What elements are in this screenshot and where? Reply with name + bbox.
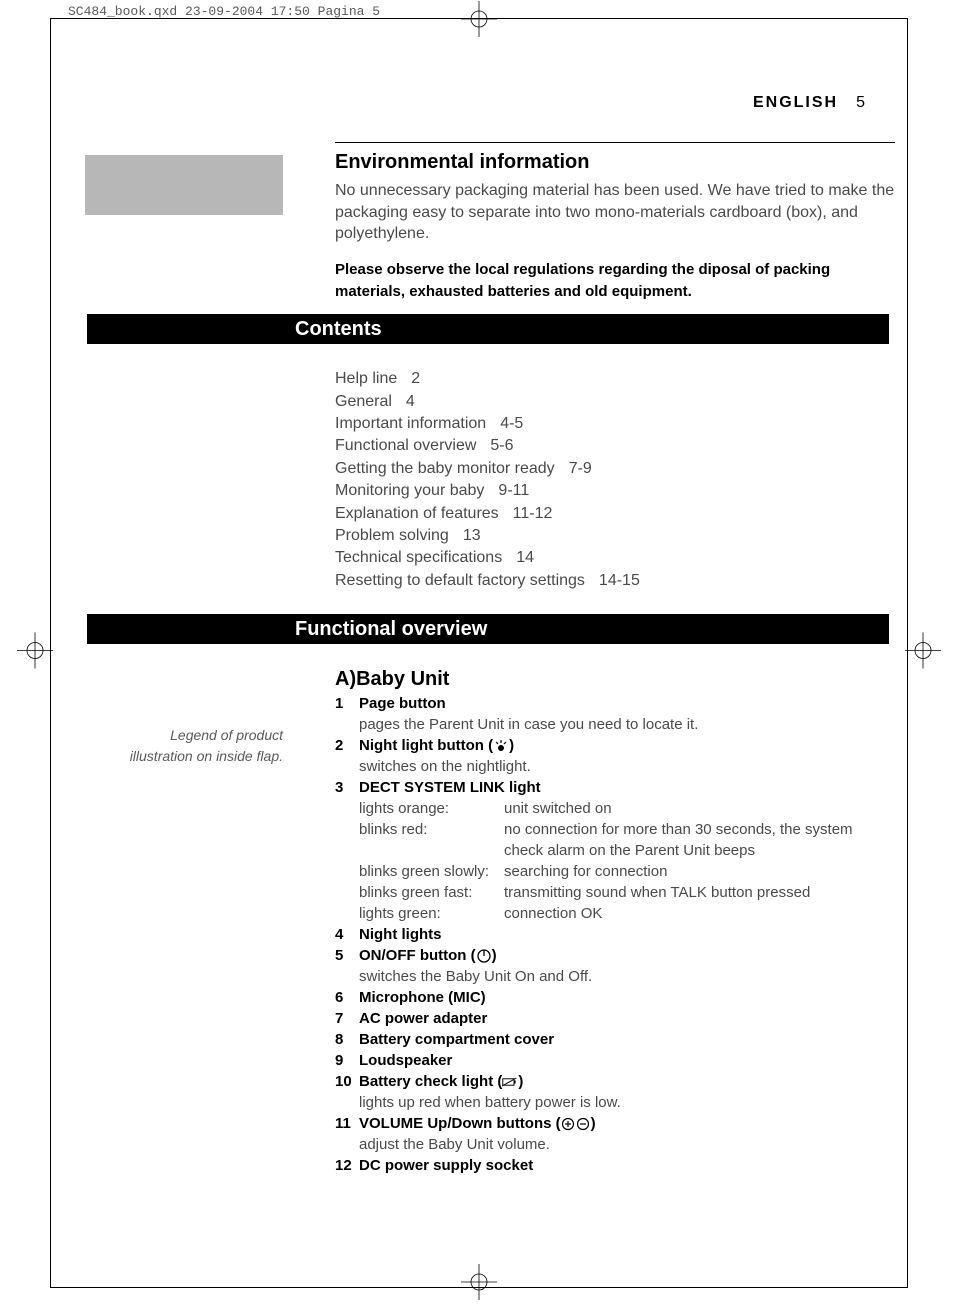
table-of-contents: Help line2General4Important information4… — [335, 368, 895, 592]
list-item: 1Page buttonpages the Parent Unit in cas… — [335, 693, 895, 735]
battery-icon — [502, 1073, 518, 1090]
environmental-body: No unnecessary packaging material has be… — [335, 180, 895, 245]
list-item: 3DECT SYSTEM LINK light — [335, 777, 895, 798]
list-item: 10Battery check light ()lights up red wh… — [335, 1071, 895, 1113]
baby-unit-list: 1Page buttonpages the Parent Unit in cas… — [335, 693, 895, 1176]
contents-heading-bar: Contents — [87, 314, 895, 344]
list-item: 9Loudspeaker — [335, 1050, 895, 1071]
toc-item: General4 — [335, 391, 895, 413]
page-header: ENGLISH 5 — [87, 94, 871, 112]
baby-unit-title: A)Baby Unit — [335, 668, 895, 691]
environmental-title: Environmental information — [335, 151, 895, 174]
nightlight-icon — [493, 737, 509, 754]
list-item: 2Night light button ()switches on the ni… — [335, 735, 895, 777]
toc-item: Problem solving13 — [335, 525, 895, 547]
language-label: ENGLISH — [753, 94, 838, 111]
functional-heading-bar: Functional overview — [87, 614, 895, 644]
power-icon — [476, 947, 492, 964]
toc-item: Technical specifications14 — [335, 547, 895, 569]
registration-mark-left-icon — [17, 633, 53, 674]
toc-item: Functional overview5-6 — [335, 435, 895, 457]
list-item: 12DC power supply socket — [335, 1155, 895, 1176]
toc-item: Help line2 — [335, 368, 895, 390]
side-caption: Legend of product illustration on inside… — [123, 725, 283, 767]
crop-box: ENGLISH 5 Legend of product illustration … — [50, 18, 908, 1288]
horizontal-rule — [335, 142, 895, 143]
page-number: 5 — [856, 94, 865, 111]
table-row: blinks red:no connection for more than 3… — [359, 819, 895, 861]
toc-item: Explanation of features11-12 — [335, 503, 895, 525]
environmental-notice: Please observe the local regulations reg… — [335, 259, 895, 303]
list-item: 8Battery compartment cover — [335, 1029, 895, 1050]
table-row: lights orange:unit switched on — [359, 798, 895, 819]
list-item: 4Night lights — [335, 924, 895, 945]
functional-title: Functional overview — [285, 614, 889, 644]
list-item: 7AC power adapter — [335, 1008, 895, 1029]
grey-sidebar-block — [85, 155, 283, 215]
toc-item: Resetting to default factory settings14-… — [335, 570, 895, 592]
list-item: 11VOLUME Up/Down buttons ()adjust the Ba… — [335, 1113, 895, 1155]
table-row: lights green:connection OK — [359, 903, 895, 924]
page-content: ENGLISH 5 Legend of product illustration … — [51, 19, 907, 1287]
list-item: 5ON/OFF button ()switches the Baby Unit … — [335, 945, 895, 987]
table-row: blinks green slowly:searching for connec… — [359, 861, 895, 882]
dect-states-table: lights orange:unit switched onblinks red… — [359, 798, 895, 924]
plusminus-icon — [561, 1115, 591, 1132]
contents-title: Contents — [285, 314, 889, 344]
registration-mark-right-icon — [905, 633, 941, 674]
table-row: blinks green fast:transmitting sound whe… — [359, 882, 895, 903]
toc-item: Monitoring your baby9-11 — [335, 480, 895, 502]
toc-item: Important information4-5 — [335, 413, 895, 435]
toc-item: Getting the baby monitor ready7-9 — [335, 458, 895, 480]
list-item: 6Microphone (MIC) — [335, 987, 895, 1008]
print-filename-header: SC484_book.qxd 23-09-2004 17:50 Pagina 5 — [68, 4, 380, 19]
